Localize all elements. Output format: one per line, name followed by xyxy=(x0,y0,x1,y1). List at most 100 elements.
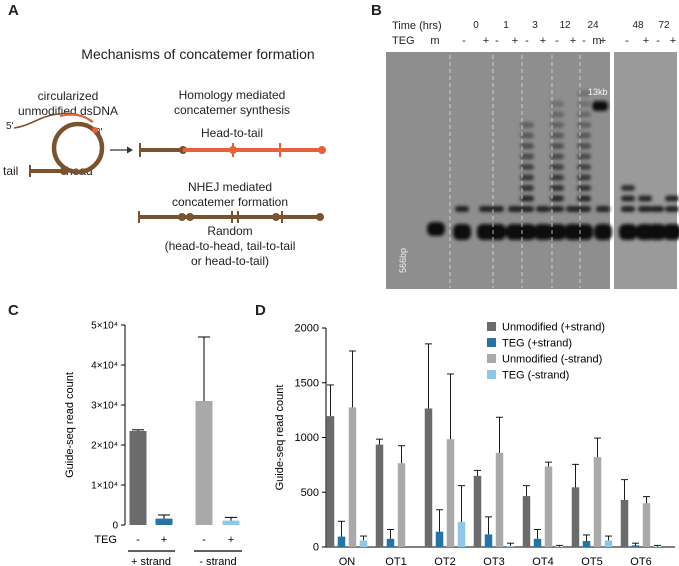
c-bar xyxy=(222,520,240,525)
gel-concatemer-band xyxy=(520,122,534,128)
time-label: Time (hrs) xyxy=(392,20,442,32)
time-3: 3 xyxy=(532,20,538,31)
time-72: 72 xyxy=(658,20,670,31)
random-head-4 xyxy=(316,213,324,221)
gel-image xyxy=(386,52,679,289)
random-head-3 xyxy=(272,213,280,221)
sign-0-minus: - xyxy=(462,35,466,47)
c-y-tick-label: 2×10⁴ xyxy=(91,441,118,452)
gel-concatemer-band xyxy=(455,206,469,212)
gel-concatemer-band xyxy=(520,153,534,160)
d-y-label: Guide-seq read count xyxy=(274,385,286,491)
tail-label: tail xyxy=(3,164,19,178)
d-bar xyxy=(326,416,335,547)
d-bar xyxy=(446,439,455,547)
d-bar xyxy=(337,536,346,547)
gel-concatemer-band xyxy=(550,185,564,191)
random-label: Random xyxy=(207,224,253,238)
gel-monomer-band xyxy=(575,224,593,240)
time-0: 0 xyxy=(473,20,479,31)
ladder-13kb-label: 13kb xyxy=(588,87,608,97)
gel-concatemer-band xyxy=(550,206,564,212)
d-bar xyxy=(424,408,433,547)
d-bar xyxy=(544,466,553,547)
d-bar xyxy=(555,546,564,547)
d-bar xyxy=(571,487,580,547)
c-group-label: + strand xyxy=(131,556,171,566)
gel-concatemer-band xyxy=(520,174,534,181)
c-y-tick-label: 5×10⁴ xyxy=(91,321,118,332)
d-category-label: ON xyxy=(339,556,356,566)
gel-concatemer-band xyxy=(550,174,564,181)
gel-concatemer-band xyxy=(577,174,591,181)
d-category-label: OT3 xyxy=(483,556,504,566)
time-1: 1 xyxy=(503,20,509,31)
d-bar xyxy=(359,540,368,547)
random-head-2 xyxy=(186,213,194,221)
marker-label-1: m xyxy=(430,35,440,47)
gel-concatemer-band xyxy=(577,206,591,212)
c-bar xyxy=(155,518,173,525)
circle-label-line1: circularized xyxy=(37,89,99,103)
d-y-tick-label: 2000 xyxy=(295,323,319,335)
gel-concatemer-band xyxy=(577,122,591,128)
gel-concatemer-band xyxy=(577,195,591,202)
d-category-label: OT4 xyxy=(532,556,553,566)
sign-0-plus: + xyxy=(482,35,490,47)
random-detail-line2: or head-to-tail) xyxy=(190,254,270,268)
c-bar xyxy=(195,401,213,525)
d-bar xyxy=(457,521,466,547)
panel-d-letter: D xyxy=(255,302,266,319)
gel-concatemer-band xyxy=(577,143,591,149)
d-bar xyxy=(435,531,444,547)
d-y-tick-label: 0 xyxy=(313,542,319,554)
gel-concatemer-band xyxy=(550,111,564,118)
teg-label: TEG xyxy=(392,35,415,47)
d-bar xyxy=(506,545,515,547)
gel-left xyxy=(386,52,610,289)
random-detail-line1: (head-to-head, tail-to-tail xyxy=(164,239,296,253)
gel-monomer-band xyxy=(534,224,552,240)
sign-72-plus: + xyxy=(669,35,677,47)
gel-concatemer-band xyxy=(577,185,591,191)
h2t-head-3 xyxy=(318,146,326,154)
c-x-sign: - xyxy=(202,534,206,546)
sign-24-plus: + xyxy=(599,35,607,47)
gel-concatemer-band xyxy=(508,206,522,212)
homology-label-line1: Homology mediated xyxy=(178,88,286,102)
d-bar xyxy=(631,545,640,547)
marker-label-2: m xyxy=(592,35,602,47)
d-legend-label: TEG (-strand) xyxy=(502,370,569,382)
d-legend-swatch xyxy=(487,322,496,331)
gel-concatemer-band xyxy=(550,195,564,202)
panel-a-diagram xyxy=(13,112,326,223)
d-category-label: OT2 xyxy=(434,556,455,566)
d-bar xyxy=(386,538,395,547)
gel-concatemer-band xyxy=(479,206,493,212)
nhej-label-line2: concatemer formation xyxy=(171,195,289,209)
head-to-tail-label: Head-to-tail xyxy=(200,126,264,140)
gel-concatemer-band xyxy=(520,164,534,170)
gel-concatemer-band xyxy=(650,206,664,212)
five-prime-label: 5' xyxy=(6,121,14,132)
d-legend-label: Unmodified (+strand) xyxy=(502,322,605,334)
sign-1-minus: - xyxy=(495,35,499,47)
d-legend-label: TEG (+strand) xyxy=(502,338,572,350)
gel-right xyxy=(614,52,677,289)
gel-concatemer-band xyxy=(621,206,635,212)
circle-label-line2: unmodified dsDNA xyxy=(17,104,119,118)
sign-48-minus: - xyxy=(625,35,629,47)
gel-concatemer-band xyxy=(550,153,564,160)
chart-d: 0 500 1000 1500 2000 Guide-seq read count ON OT… xyxy=(274,322,675,566)
d-bar xyxy=(348,407,357,547)
c-y-tick-label: 0 xyxy=(112,521,118,532)
d-bar xyxy=(375,444,384,547)
gel-monomer-band xyxy=(594,224,612,240)
sign-12-minus: - xyxy=(555,35,559,47)
h2t-head-2 xyxy=(229,146,237,154)
d-bar xyxy=(522,496,531,547)
d-bar xyxy=(620,499,629,547)
sign-24-minus: - xyxy=(582,35,586,47)
d-category-label: OT5 xyxy=(581,556,602,566)
homology-arm xyxy=(59,113,94,123)
